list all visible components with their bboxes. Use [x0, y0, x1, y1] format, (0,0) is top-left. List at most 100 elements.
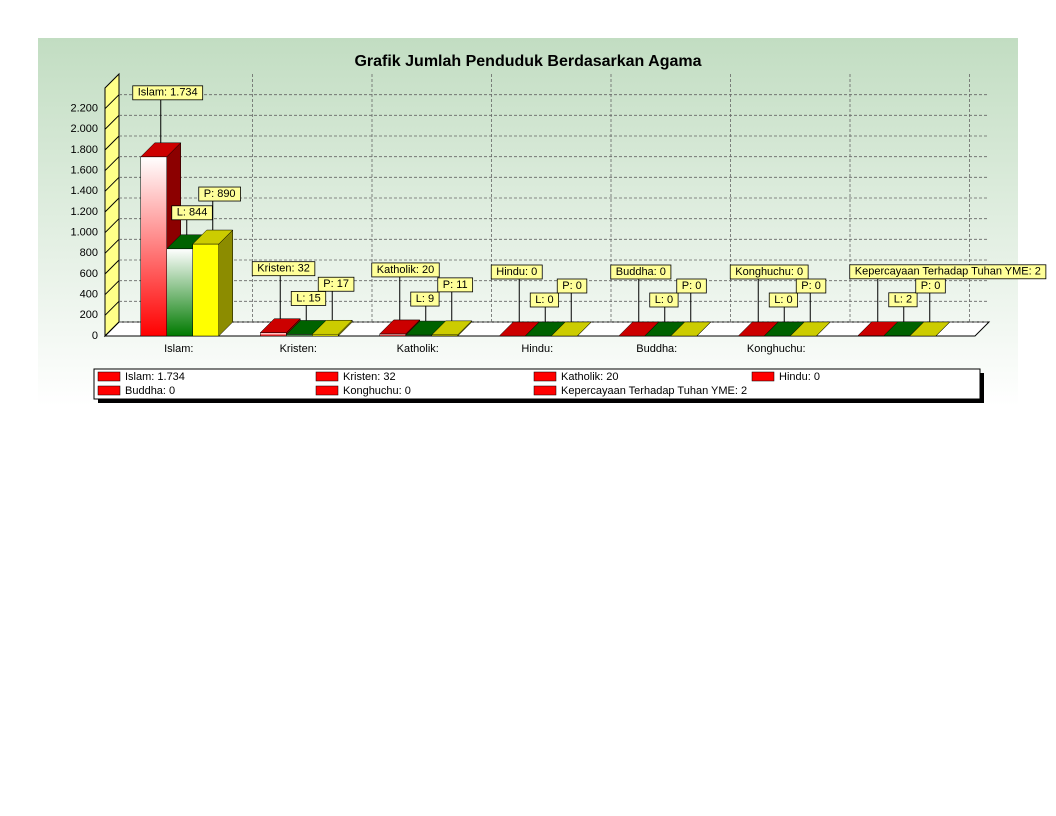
data-label: L: 2 — [894, 294, 912, 306]
data-label-box — [610, 264, 672, 280]
chart-title: Grafik Jumlah Penduduk Berdasarkan Agama — [354, 53, 701, 70]
data-label-box — [915, 278, 946, 294]
bar-top — [550, 321, 592, 337]
legend-label: Hindu: 0 — [779, 371, 820, 383]
legend-label: Kristen: 32 — [343, 371, 396, 383]
legend-label: Buddha: 0 — [125, 385, 175, 397]
data-label-box — [317, 276, 355, 292]
legend-swatch — [751, 371, 775, 382]
bar-top — [909, 321, 951, 337]
data-label: Konghuchu: 0 — [735, 266, 803, 278]
data-label: Islam: 1.734 — [138, 87, 198, 99]
legend-swatch — [97, 385, 121, 396]
bar-top — [379, 319, 421, 335]
bar-top — [431, 320, 473, 336]
data-label-box — [768, 292, 799, 308]
y-tick-label: 1.800 — [70, 144, 98, 156]
data-label: Hindu: 0 — [496, 266, 537, 278]
legend-swatch — [533, 385, 557, 396]
bar-front — [379, 333, 406, 337]
data-label-box — [410, 291, 440, 307]
y-tick-label: 1.400 — [70, 185, 98, 197]
data-label: P: 0 — [682, 280, 702, 292]
data-label-box — [437, 277, 474, 293]
x-tick-label: Konghuchu: — [747, 343, 806, 355]
data-label-box — [132, 85, 204, 101]
data-label: Buddha: 0 — [616, 266, 666, 278]
data-label-box — [556, 278, 588, 294]
y-tick — [104, 218, 120, 234]
legend-swatch — [97, 371, 121, 382]
legend-swatch — [315, 371, 339, 382]
y-tick-label: 400 — [80, 289, 98, 301]
data-label: L: 844 — [177, 207, 208, 219]
data-label: P: 0 — [801, 280, 821, 292]
data-label: L: 0 — [535, 294, 553, 306]
data-label: P: 890 — [204, 188, 236, 200]
y-tick-label: 2.000 — [70, 123, 98, 135]
data-label-box — [490, 264, 543, 280]
y-tick-label: 1.200 — [70, 206, 98, 218]
legend-label: Konghuchu: 0 — [343, 385, 411, 397]
y-tick — [104, 114, 120, 130]
bar-top — [140, 142, 182, 158]
data-label-box — [198, 186, 241, 202]
data-label-box — [290, 291, 327, 306]
data-label: P: 0 — [562, 280, 582, 292]
legend-entries: Islam: 1.734 Kristen: 32 Katholik: 20 Hindu… — [97, 371, 820, 397]
plot-area: 0 200 400 600 800 1.000 1.200 1.400 1.600 1.800 2.… — [70, 72, 1047, 355]
y-tick-label: 1.000 — [70, 227, 98, 239]
x-tick-label: Buddha: — [636, 343, 677, 355]
bar-front — [140, 156, 167, 337]
legend-label: Islam: 1.734 — [125, 371, 185, 383]
y-tick-label: 800 — [80, 247, 98, 259]
bar-top — [192, 229, 234, 245]
data-label: P: 17 — [323, 278, 349, 290]
y-tick — [104, 321, 120, 337]
x-tick-label: Islam: — [164, 343, 193, 355]
y-tick — [104, 176, 120, 192]
x-tick-label: Kristen: — [280, 343, 317, 355]
x-tick-label: Katholik: — [397, 343, 439, 355]
data-label-box — [371, 262, 440, 278]
data-label-box — [676, 278, 707, 294]
y-tick — [104, 94, 120, 110]
legend-swatch — [315, 385, 339, 396]
data-label: Kristen: 32 — [257, 263, 310, 275]
legend-swatch — [533, 371, 557, 382]
y-tick-label: 0 — [92, 330, 98, 342]
bar-top — [259, 318, 301, 333]
bar-top — [789, 321, 831, 337]
data-label: Kepercayaan Terhadap Tuhan YME: 2 — [855, 266, 1041, 278]
bar-top — [311, 319, 353, 335]
y-tick-label: 2.200 — [70, 103, 98, 115]
data-label-box — [795, 278, 827, 294]
y-tick-label: 200 — [80, 309, 98, 321]
data-label: L: 0 — [774, 294, 792, 306]
bar-front — [260, 332, 287, 337]
y-tick — [104, 238, 120, 254]
y-tick — [104, 197, 120, 213]
bar-front — [192, 243, 219, 337]
y-tick — [104, 300, 120, 316]
data-label-box — [849, 264, 1047, 280]
data-label-box — [529, 292, 560, 308]
data-label: L: 15 — [296, 292, 320, 304]
data-label: P: 11 — [443, 279, 468, 291]
y-tick — [104, 259, 120, 275]
legend-label: Katholik: 20 — [561, 371, 618, 383]
bar-front — [166, 248, 193, 337]
data-label-box — [729, 264, 809, 280]
data-label-box — [888, 292, 918, 308]
data-label-box — [649, 292, 679, 308]
legend-label: Kepercayaan Terhadap Tuhan YME: 2 — [561, 385, 747, 397]
data-label: Katholik: 20 — [377, 264, 434, 276]
bar-side — [218, 229, 233, 337]
y-tick — [104, 135, 120, 151]
bar-top — [670, 321, 712, 337]
x-tick-label: Hindu: — [521, 343, 553, 355]
data-label-box — [251, 261, 316, 277]
y-tick — [104, 280, 120, 296]
